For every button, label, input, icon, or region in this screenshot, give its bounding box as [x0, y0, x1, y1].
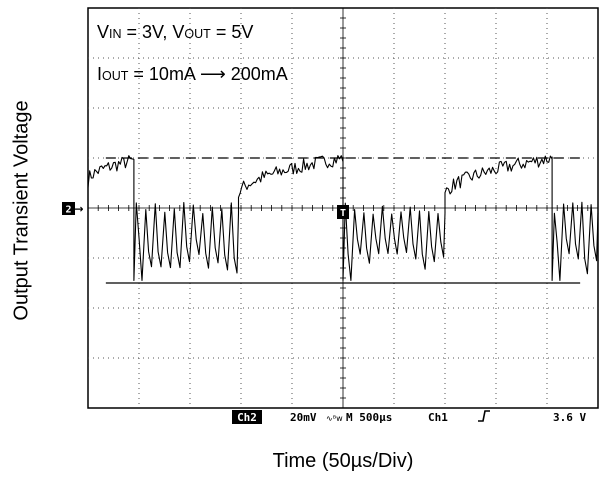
scale-readout: 20mV	[290, 411, 317, 424]
svg-text:2: 2	[65, 205, 71, 216]
series-line-ch2	[87, 155, 599, 282]
trigger-source-readout: Ch1	[428, 411, 448, 424]
trigger-level-readout: 3.6 V	[553, 411, 586, 424]
trigger-marker: T	[337, 205, 349, 219]
rising-edge-icon	[478, 410, 490, 422]
x-axis-label: Time (50µs/Div)	[272, 450, 414, 472]
svg-text:T: T	[340, 208, 346, 219]
waveform-trace	[87, 155, 599, 282]
bandwidth-limit-icon: ∿ᴮw	[326, 414, 343, 423]
channel-2-marker: 2 →	[62, 202, 84, 216]
svg-text:→: →	[74, 203, 83, 216]
svg-text:Ch2: Ch2	[237, 411, 257, 424]
vin-vout-annotation: VIN = 3V, VOUT = 5V	[97, 22, 253, 42]
reference-lines	[105, 157, 581, 284]
channel-badge	[232, 410, 262, 424]
timebase-readout: M 500µs	[346, 411, 392, 424]
iout-annotation: IOUT = 10mA ⟶ 200mA	[97, 64, 288, 84]
status-bar: Ch2 20mV ∿ᴮw M 500µs Ch1 3.6 V	[232, 410, 586, 424]
